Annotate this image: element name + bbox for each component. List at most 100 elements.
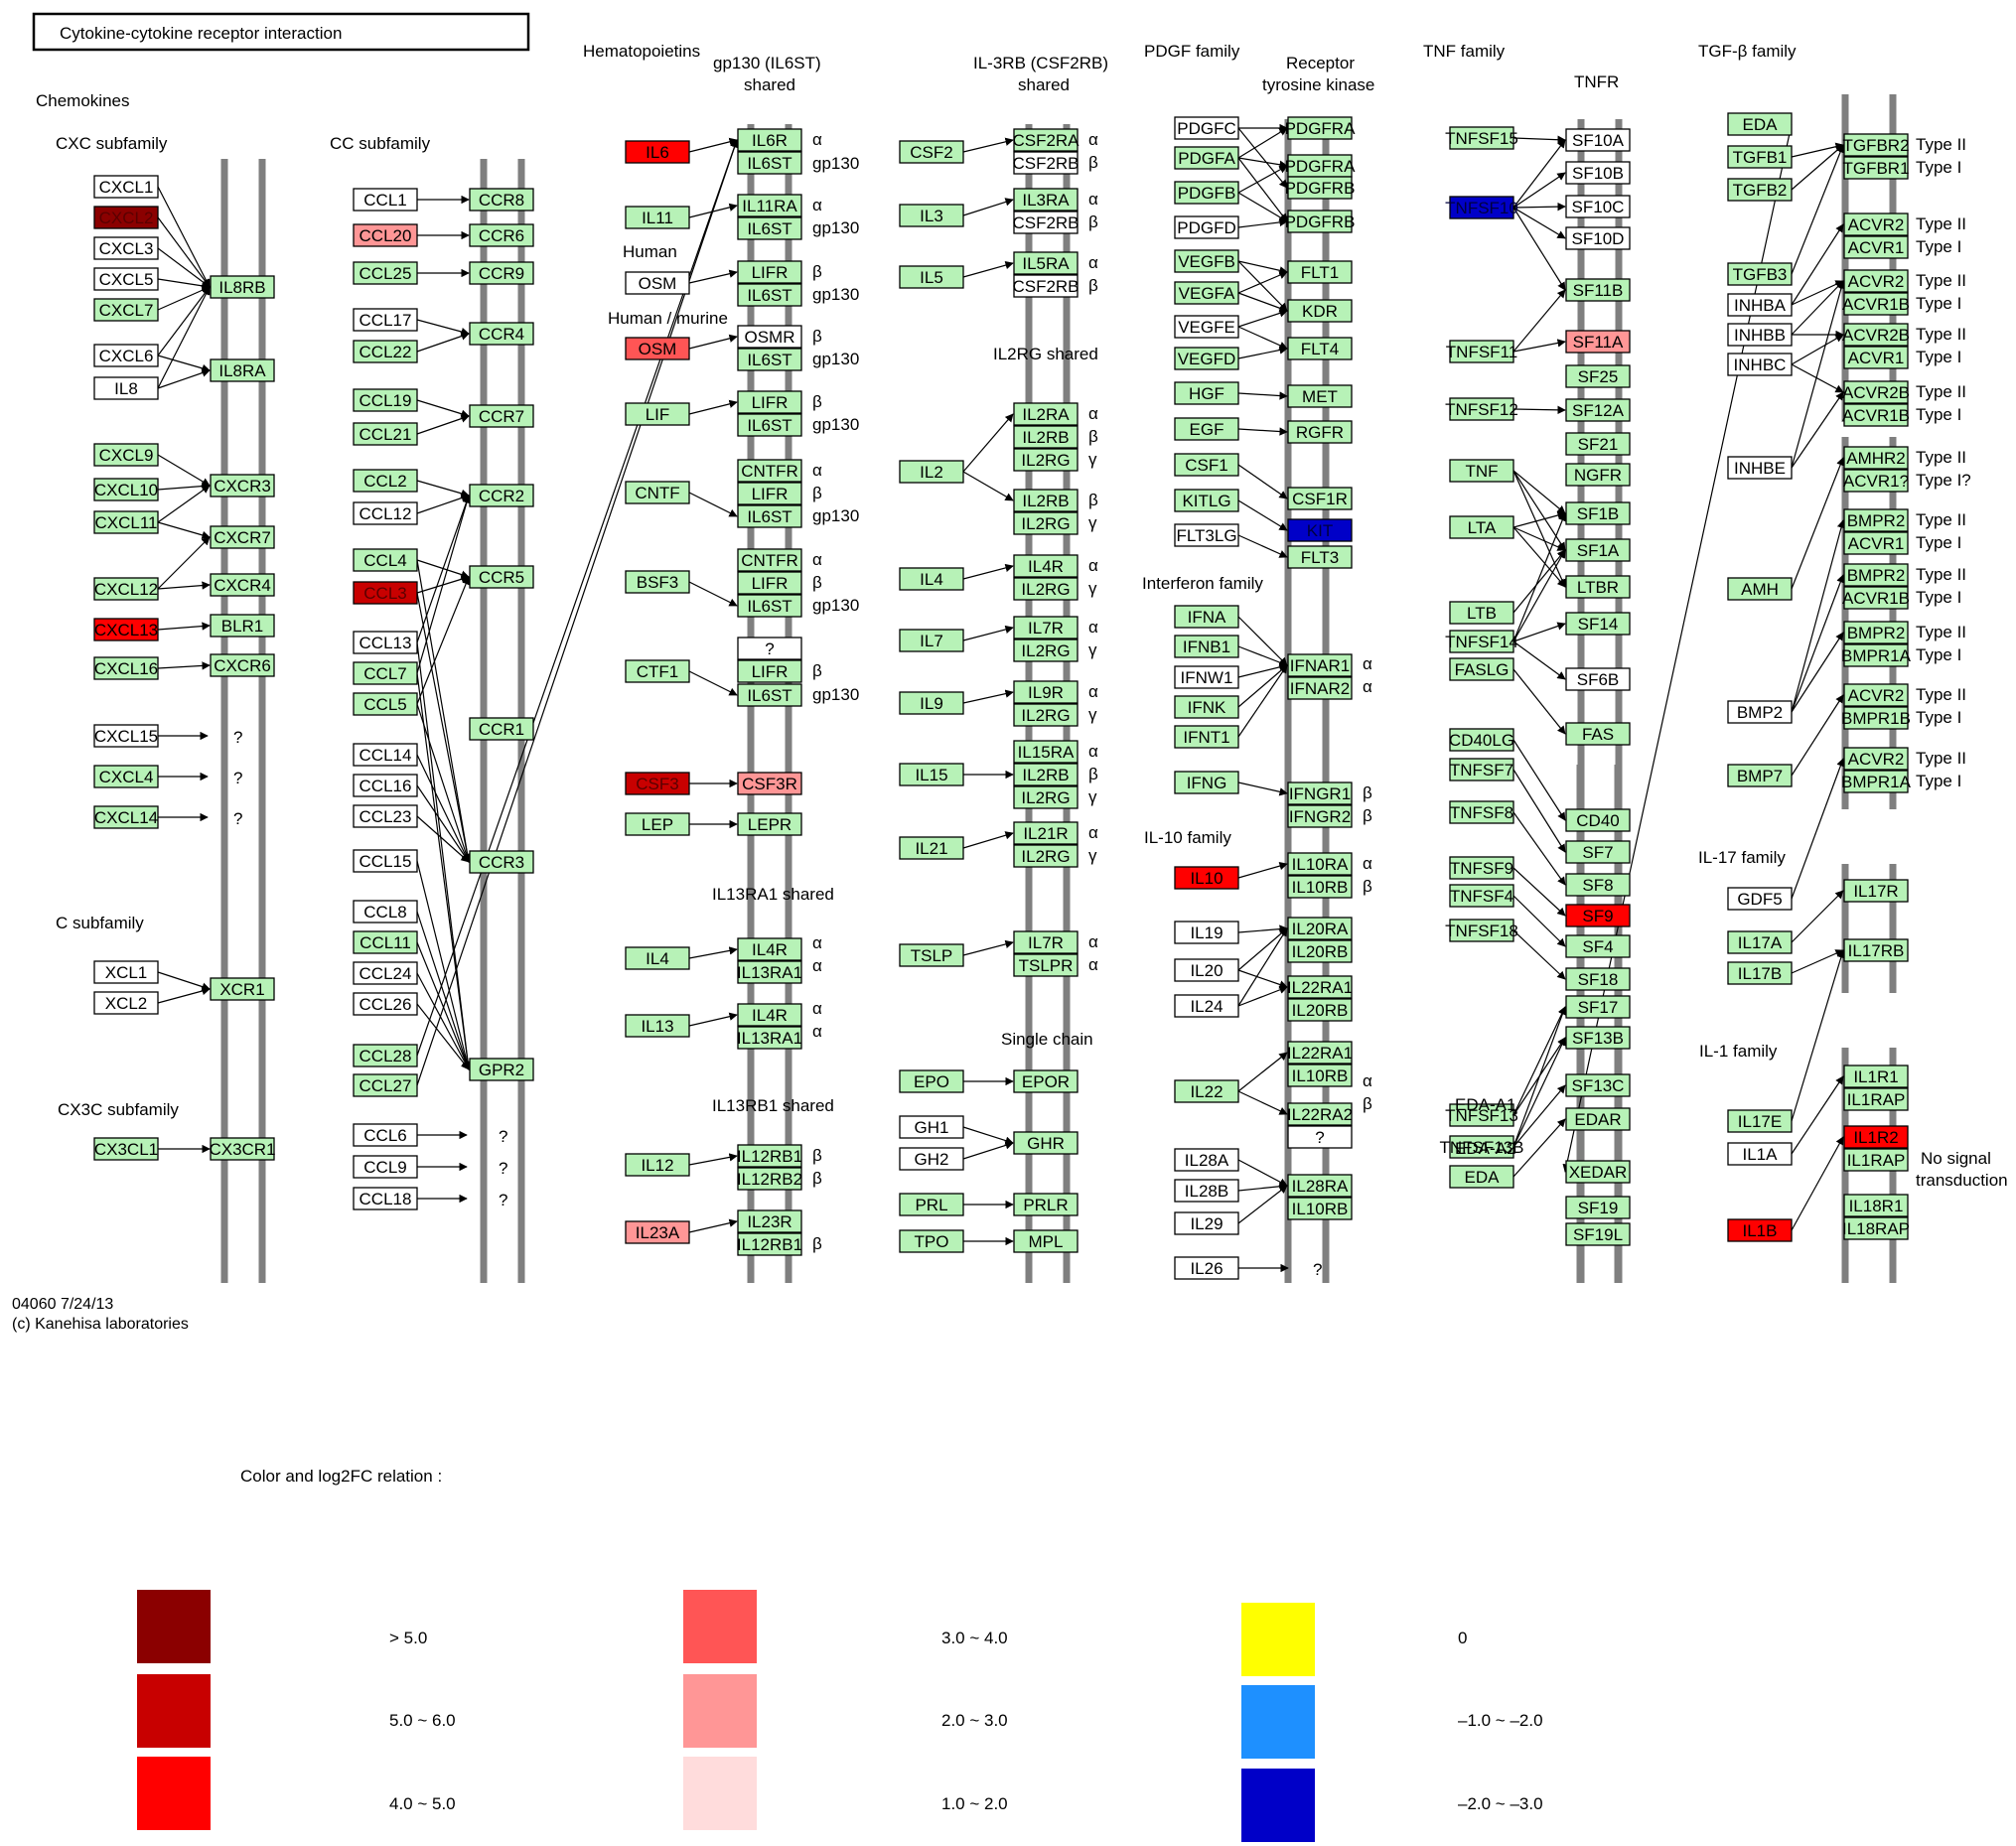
ligand-hgf-83[interactable]: HGF — [1174, 381, 1239, 405]
ligand-vegfd-82[interactable]: VEGFD — [1174, 347, 1239, 370]
receptor-gpr2-18[interactable]: GPR2 — [469, 1058, 534, 1081]
receptor-csf3r-38[interactable]: CSF3R — [737, 772, 802, 795]
receptor-sf7-121[interactable]: SF7 — [1565, 840, 1631, 864]
ligand-il4-56[interactable]: IL4 — [625, 946, 690, 970]
receptor-csf1r-85[interactable]: CSF1R — [1287, 487, 1353, 510]
receptor-il20ra-94[interactable]: IL20RA — [1287, 917, 1353, 940]
receptor-il2rb-55[interactable]: IL2RB — [1013, 425, 1079, 449]
ligand-tnfsf11-105[interactable]: TNFSF11 — [1446, 340, 1517, 363]
receptor-il22ra1-96[interactable]: IL22RA1 — [1287, 975, 1353, 999]
ligand-inhbc-127[interactable]: INHBC — [1727, 353, 1793, 376]
receptor-sf10d-107[interactable]: SF10D — [1565, 226, 1631, 250]
ligand-il4-64[interactable]: IL4 — [899, 567, 964, 591]
receptor-acvr1-146[interactable]: ACVR1 — [1843, 531, 1909, 555]
receptor-met-83[interactable]: MET — [1287, 384, 1353, 408]
ligand-lep-55[interactable]: LEP — [625, 812, 690, 836]
ligand-ccl8-37[interactable]: CCL8 — [353, 900, 418, 923]
ligand-ccl3-29[interactable]: CCL3 — [353, 581, 418, 605]
ligand-tgfb2-123[interactable]: TGFB2 — [1727, 178, 1793, 202]
receptor-il1rap-160[interactable]: IL1RAP — [1843, 1148, 1909, 1172]
receptor-sf6b-118[interactable]: SF6B — [1565, 667, 1631, 691]
receptor-pdgfra-77[interactable]: PDGFRA — [1285, 154, 1357, 178]
ligand-cxcl16-12[interactable]: CXCL16 — [93, 656, 159, 680]
ligand-il9-66[interactable]: IL9 — [899, 691, 964, 715]
receptor-bmpr2-149[interactable]: BMPR2 — [1843, 621, 1909, 644]
ligand-ccl5-32[interactable]: CCL5 — [353, 692, 418, 716]
ligand-cxcl9-7[interactable]: CXCL9 — [93, 443, 159, 467]
receptor-fas-119[interactable]: FAS — [1565, 722, 1631, 746]
receptor-ccr8-9[interactable]: CCR8 — [469, 188, 534, 212]
receptor-il2rg-69[interactable]: IL2RG — [1013, 844, 1079, 868]
ligand-il20-96[interactable]: IL20 — [1174, 958, 1239, 982]
ligand-il28b-100[interactable]: IL28B — [1174, 1179, 1239, 1203]
receptor-flt1-80[interactable]: FLT1 — [1287, 260, 1353, 284]
receptor-sf14-117[interactable]: SF14 — [1565, 612, 1631, 636]
ligand-cxcl12-10[interactable]: CXCL12 — [93, 577, 159, 601]
receptor-il6st-31[interactable]: IL6ST — [737, 504, 802, 528]
ligand-ifna-88[interactable]: IFNA — [1174, 605, 1239, 629]
receptor-sf11a-109[interactable]: SF11A — [1565, 330, 1631, 354]
receptor-acvr2b-139[interactable]: ACVR2B — [1842, 323, 1910, 347]
ligand-ccl18-45[interactable]: CCL18 — [353, 1187, 418, 1210]
receptor-il6st-20[interactable]: IL6ST — [737, 151, 802, 175]
ligand-cxcl7-4[interactable]: CXCL7 — [93, 298, 159, 322]
ligand-xcl1-16[interactable]: XCL1 — [93, 960, 159, 984]
receptor-il6st-28[interactable]: IL6ST — [737, 413, 802, 437]
receptor-il6st-26[interactable]: IL6ST — [737, 348, 802, 371]
receptor-il4r-40[interactable]: IL4R — [737, 937, 802, 961]
receptor-ccr6-10[interactable]: CCR6 — [469, 223, 534, 247]
receptor-il2ra-54[interactable]: IL2RA — [1013, 402, 1079, 426]
receptor-sf11b-108[interactable]: SF11B — [1565, 278, 1631, 302]
ligand-ccl9-44[interactable]: CCL9 — [353, 1155, 418, 1179]
receptor-sf4-124[interactable]: SF4 — [1565, 934, 1631, 958]
receptor-ccr1-16[interactable]: CCR1 — [469, 717, 534, 741]
receptor-edar-129[interactable]: EDAR — [1565, 1107, 1631, 1131]
ligand-vegfb-79[interactable]: VEGFB — [1174, 249, 1239, 273]
receptor-prlr-74[interactable]: PRLR — [1013, 1193, 1079, 1216]
ligand-il26-102[interactable]: IL26 — [1174, 1256, 1239, 1280]
receptor-cntfr-32[interactable]: CNTFR — [737, 548, 802, 572]
receptor-il2rg-67[interactable]: IL2RG — [1013, 785, 1079, 809]
receptor-il28ra-102[interactable]: IL28RA — [1287, 1174, 1353, 1198]
ligand-cd40lg-112[interactable]: CD40LG — [1449, 728, 1514, 752]
ligand-faslg-111[interactable]: FASLG — [1449, 657, 1514, 681]
receptor-tgfbr2-133[interactable]: TGFBR2 — [1842, 133, 1910, 157]
ligand-tnfsf8-114[interactable]: TNFSF8 — [1449, 800, 1514, 824]
ligand-tgfb3-124[interactable]: TGFB3 — [1727, 262, 1793, 286]
receptor-tslpr-71[interactable]: TSLPR — [1013, 953, 1079, 977]
ligand-tnfsf14-110[interactable]: TNFSF14 — [1445, 630, 1518, 653]
ligand-egf-84[interactable]: EGF — [1174, 417, 1239, 441]
ligand-il3-61[interactable]: IL3 — [899, 204, 964, 227]
receptor-blr1-5[interactable]: BLR1 — [210, 614, 275, 638]
receptor-cd40-120[interactable]: CD40 — [1565, 808, 1631, 832]
ligand-ccl19-24[interactable]: CCL19 — [353, 388, 418, 412]
receptor-lifr-23[interactable]: LIFR — [737, 260, 802, 284]
ligand-ctf1-53[interactable]: CTF1 — [625, 659, 690, 683]
ligand-tnfsf13-118[interactable]: TNFSF13 — [1445, 1103, 1518, 1127]
receptor-acvr2-137[interactable]: ACVR2 — [1843, 269, 1909, 293]
ligand-ccl14-33[interactable]: CCL14 — [353, 743, 418, 767]
receptor-sf21-112[interactable]: SF21 — [1565, 432, 1631, 456]
ligand-cxcl13-11[interactable]: CXCL13 — [93, 618, 159, 641]
ligand-il19-95[interactable]: IL19 — [1174, 921, 1239, 944]
ligand-pdgfc-75[interactable]: PDGFC — [1174, 116, 1239, 140]
receptor-il10rb-99[interactable]: IL10RB — [1287, 1064, 1353, 1087]
ligand-il1a-136[interactable]: IL1A — [1727, 1142, 1793, 1166]
ligand-epo-70[interactable]: EPO — [899, 1069, 964, 1093]
receptor-flt3-87[interactable]: FLT3 — [1287, 545, 1353, 569]
receptor-il23r-46[interactable]: IL23R — [737, 1209, 802, 1233]
receptor-kit-86[interactable]: KIT — [1287, 518, 1353, 542]
receptor-cntfr-29[interactable]: CNTFR — [737, 459, 802, 483]
receptor-cxcr4-4[interactable]: CXCR4 — [210, 573, 275, 597]
ligand-tpo-74[interactable]: TPO — [899, 1229, 964, 1253]
receptor-amhr2-143[interactable]: AMHR2 — [1843, 446, 1909, 470]
ligand-il28a-99[interactable]: IL28A — [1174, 1148, 1239, 1172]
ligand-il2-63[interactable]: IL2 — [899, 460, 964, 484]
receptor-il8rb-0[interactable]: IL8RB — [210, 275, 275, 299]
ligand-csf1-85[interactable]: CSF1 — [1174, 453, 1239, 477]
receptor-sf1b-114[interactable]: SF1B — [1565, 501, 1631, 525]
receptor-il22ra1-98[interactable]: IL22RA1 — [1287, 1041, 1353, 1065]
ligand-eda-121[interactable]: EDA — [1727, 112, 1793, 136]
receptor-sf8-122[interactable]: SF8 — [1565, 873, 1631, 897]
ligand-cxcl5-3[interactable]: CXCL5 — [93, 267, 159, 291]
